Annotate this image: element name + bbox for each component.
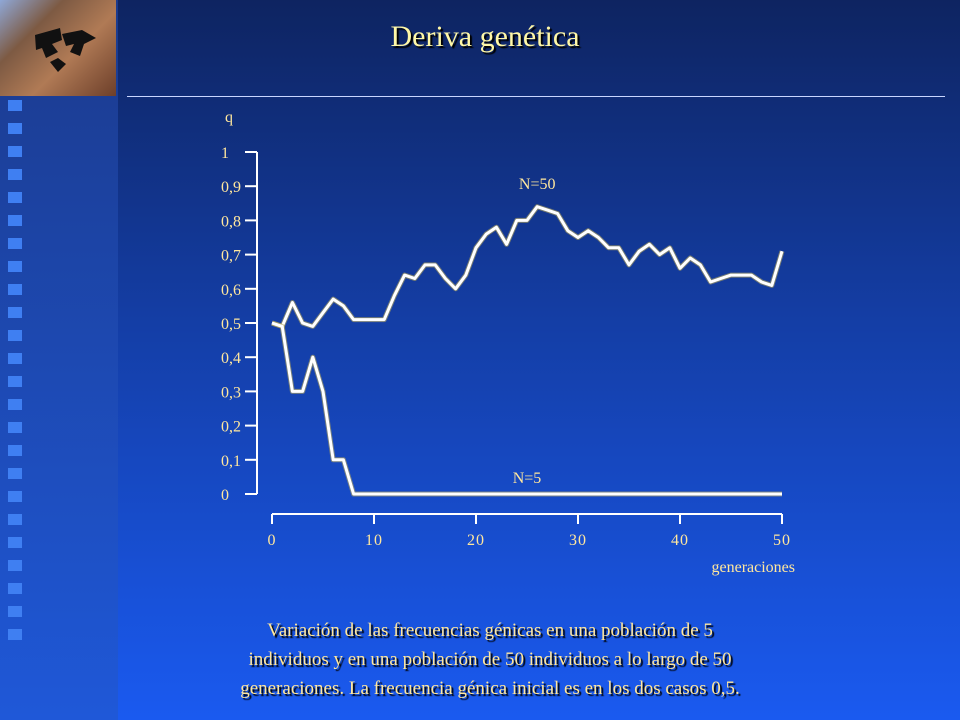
series-line-shadow: [271, 204, 785, 329]
y-tick-label: 0: [221, 487, 229, 504]
x-tick-label: 10: [365, 532, 383, 549]
slide-title: Deriva genética: [390, 20, 580, 53]
decorative-square: [8, 422, 22, 433]
decorative-square: [8, 353, 22, 364]
y-tick-label: 0,8: [221, 213, 241, 230]
decorative-square: [8, 215, 22, 226]
decorative-square: [8, 468, 22, 479]
x-tick-label: 40: [671, 532, 689, 549]
decorative-square: [8, 284, 22, 295]
decorative-square: [8, 123, 22, 134]
caption-line-1: Variación de las frecuencias génicas en …: [267, 620, 713, 641]
chart-axes: [245, 151, 783, 524]
decorative-square: [8, 606, 22, 617]
decorative-square: [8, 192, 22, 203]
decorative-square: [8, 491, 22, 502]
y-tick-label: 0,5: [221, 316, 241, 333]
y-tick-label: 1: [221, 145, 229, 162]
decorative-square: [8, 307, 22, 318]
y-tick-label: 0,3: [221, 384, 241, 401]
decorative-square: [8, 330, 22, 341]
y-tick-label: 0,6: [221, 282, 241, 299]
chart-series: [271, 204, 785, 497]
series-line-shadow: [271, 320, 782, 497]
caption-line-3: generaciones. La frecuencia génica inici…: [240, 678, 740, 699]
chart-labels: 0 0,1 0,2 0,3 0,4 0,5 0,6 0,7 0,8 0,9 1 q 0 10 20 30 40 5…: [221, 109, 795, 576]
decorative-square: [8, 169, 22, 180]
decorative-square: [8, 445, 22, 456]
decorative-square: [8, 514, 22, 525]
series-line-N=50: [271, 205, 784, 328]
logo: [0, 0, 116, 96]
decorative-square: [8, 583, 22, 594]
decorative-square: [8, 399, 22, 410]
decorative-square: [8, 629, 22, 640]
decorative-square: [8, 537, 22, 548]
x-axis-label: generaciones: [711, 559, 795, 576]
series-annotation: N=5: [513, 470, 542, 487]
decorative-square: [8, 100, 22, 111]
x-tick-label: 0: [268, 532, 277, 549]
series-annotation: N=50: [519, 176, 556, 193]
y-axis-label: q: [225, 109, 233, 126]
y-tick-label: 0,9: [221, 179, 241, 196]
decorative-square: [8, 238, 22, 249]
decorative-square: [8, 376, 22, 387]
x-tick-label: 30: [569, 532, 587, 549]
decorative-square: [8, 560, 22, 571]
logo-emblem-icon: [35, 28, 96, 72]
slide-caption: Variación de las frecuencias génicas en …: [150, 616, 830, 703]
x-tick-label: 20: [467, 532, 485, 549]
y-tick-label: 0,1: [221, 453, 241, 470]
y-tick-label: 0,2: [221, 419, 241, 436]
x-tick-label: 50: [773, 532, 791, 549]
decorative-square: [8, 261, 22, 272]
title-divider: [127, 96, 945, 97]
caption-line-2: individuos y en una población de 50 indi…: [248, 649, 732, 670]
y-tick-label: 0,7: [221, 248, 241, 265]
y-tick-label: 0,4: [221, 350, 241, 367]
decorative-square: [8, 146, 22, 157]
series-line-N=5: [271, 321, 782, 496]
